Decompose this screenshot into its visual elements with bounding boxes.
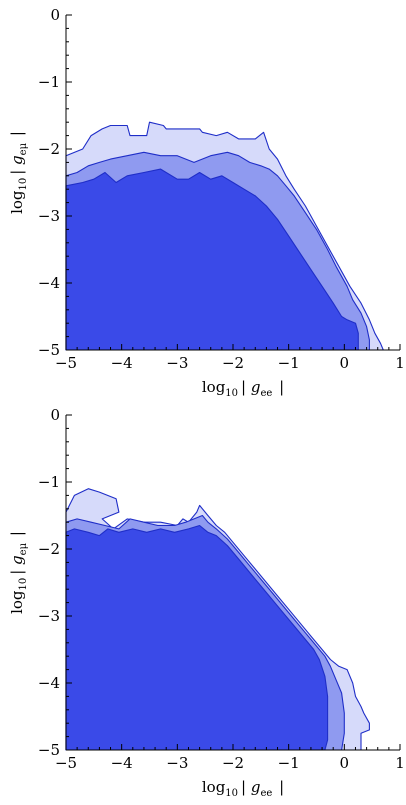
x-tick-label: −4: [111, 754, 133, 772]
y-tick-label: −5: [38, 341, 60, 359]
y-tick-label: 0: [50, 6, 60, 24]
y-tick-label: −1: [38, 473, 60, 491]
y-axis-label: log10| geμ |: [8, 131, 29, 214]
x-tick-label: −5: [55, 754, 77, 772]
y-tick-label: 0: [50, 406, 60, 424]
x-tick-label: −2: [222, 754, 244, 772]
x-tick-label: 1: [395, 754, 405, 772]
x-tick-label: 0: [340, 354, 350, 372]
x-axis-label: log10 | gee |: [202, 378, 284, 399]
x-axis-label: log10 | gee |: [202, 778, 284, 799]
panel-bottom: −5 −4 −3 −2 −1 0 1 0 −1 −2 −3 −4 −5 log10 | gee | log10…: [8, 406, 405, 799]
y-tick-label: −3: [38, 607, 60, 625]
x-tick-label: −1: [278, 754, 300, 772]
x-tick-label: −3: [166, 754, 188, 772]
x-tick-label: 1: [395, 354, 405, 372]
y-axis-label: log10| geμ |: [8, 531, 29, 614]
panel-top: −5 −4 −3 −2 −1 0 1 0 −1 −2 −3 −4 −5 log10 | gee | log10…: [8, 6, 405, 399]
x-tick-label: −3: [166, 354, 188, 372]
x-tick-label: −4: [111, 354, 133, 372]
y-tick-label: −3: [38, 207, 60, 225]
x-tick-label: −5: [55, 354, 77, 372]
y-tick-label: −2: [38, 540, 60, 558]
y-tick-label: −4: [38, 274, 60, 292]
y-tick-label: −4: [38, 674, 60, 692]
x-tick-label: −1: [278, 354, 300, 372]
y-tick-label: −2: [38, 140, 60, 158]
region-inner: [65, 168, 359, 351]
x-tick-label: −2: [222, 354, 244, 372]
x-tick-label: 0: [340, 754, 350, 772]
y-tick-label: −5: [38, 741, 60, 759]
region-inner: [65, 524, 329, 751]
y-tick-label: −1: [38, 73, 60, 91]
